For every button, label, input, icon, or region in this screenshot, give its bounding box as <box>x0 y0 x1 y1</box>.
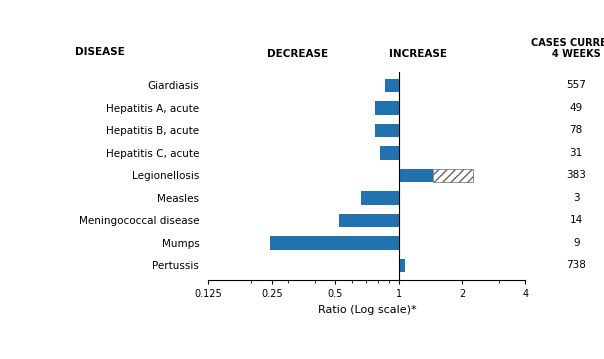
Text: CASES CURRENT
4 WEEKS: CASES CURRENT 4 WEEKS <box>531 38 604 59</box>
Bar <box>374 123 399 137</box>
Text: 49: 49 <box>570 103 583 113</box>
Text: 9: 9 <box>573 238 579 248</box>
Bar <box>385 79 399 92</box>
Text: 383: 383 <box>567 171 586 180</box>
Text: DISEASE: DISEASE <box>75 47 125 57</box>
Bar <box>374 101 399 115</box>
Text: INCREASE: INCREASE <box>388 49 447 59</box>
Text: 557: 557 <box>567 80 586 90</box>
Bar <box>399 169 432 182</box>
Bar <box>381 146 399 160</box>
Text: 738: 738 <box>567 260 586 270</box>
Text: DECREASE: DECREASE <box>266 49 328 59</box>
Bar <box>270 236 399 250</box>
Text: 14: 14 <box>570 215 583 225</box>
Bar <box>339 214 399 227</box>
Text: 31: 31 <box>570 148 583 158</box>
Text: 3: 3 <box>573 193 579 203</box>
Bar <box>432 169 473 182</box>
Bar <box>361 191 399 205</box>
X-axis label: Ratio (Log scale)*: Ratio (Log scale)* <box>318 304 416 314</box>
Text: 78: 78 <box>570 125 583 135</box>
Bar <box>399 258 405 272</box>
